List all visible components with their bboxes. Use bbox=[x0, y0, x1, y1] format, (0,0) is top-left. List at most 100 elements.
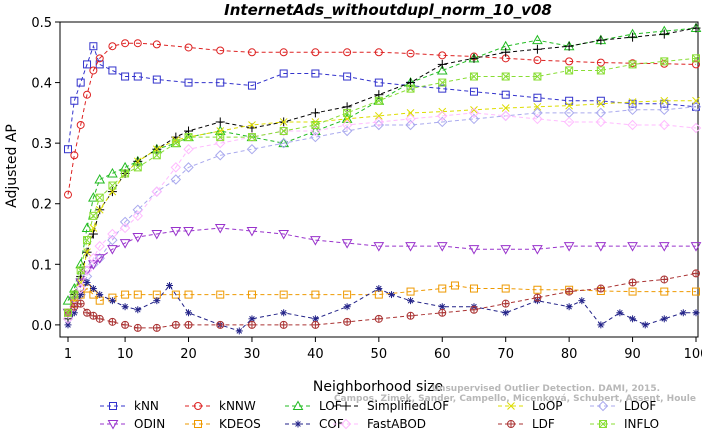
data-point bbox=[565, 57, 574, 66]
data-point bbox=[183, 144, 194, 155]
data-point bbox=[341, 119, 353, 131]
data-point bbox=[533, 102, 542, 111]
legend-item-LDOF: LDOF bbox=[590, 399, 656, 413]
legend-marker bbox=[341, 401, 351, 411]
data-point bbox=[247, 320, 256, 329]
data-point bbox=[134, 306, 142, 314]
data-point bbox=[660, 57, 669, 66]
data-point bbox=[151, 230, 163, 240]
data-point bbox=[95, 54, 104, 63]
data-point bbox=[438, 51, 447, 60]
data-point bbox=[121, 290, 130, 299]
data-point bbox=[151, 186, 163, 197]
legend-item-ODIN: ODIN bbox=[100, 417, 165, 431]
data-point bbox=[107, 228, 118, 240]
legend-marker bbox=[107, 420, 119, 430]
data-point bbox=[94, 240, 105, 252]
series-line-COF bbox=[67, 281, 696, 332]
data-point bbox=[152, 323, 161, 332]
data-point bbox=[641, 321, 649, 329]
data-point bbox=[596, 35, 606, 45]
data-point bbox=[133, 290, 142, 299]
data-point bbox=[388, 291, 396, 299]
data-point bbox=[279, 290, 288, 299]
data-point bbox=[374, 48, 383, 57]
data-point bbox=[595, 242, 607, 252]
data-point bbox=[501, 284, 510, 293]
legend-item-COF: COF bbox=[285, 417, 344, 431]
data-point bbox=[133, 72, 142, 81]
data-point bbox=[183, 162, 194, 173]
data-point bbox=[64, 308, 72, 317]
data-point bbox=[96, 291, 104, 299]
data-point bbox=[70, 96, 79, 105]
data-point bbox=[62, 295, 74, 305]
data-point bbox=[216, 320, 225, 329]
data-point bbox=[70, 290, 79, 299]
x-tick-label: 80 bbox=[561, 347, 578, 362]
data-point bbox=[311, 120, 320, 129]
legend-marker bbox=[109, 402, 117, 410]
y-tick-label: 0.2 bbox=[31, 198, 52, 213]
data-point bbox=[374, 78, 383, 87]
data-point bbox=[215, 117, 225, 127]
data-point bbox=[184, 290, 193, 299]
data-point bbox=[405, 119, 416, 131]
data-point bbox=[64, 145, 72, 154]
data-point bbox=[132, 233, 144, 243]
data-point bbox=[501, 47, 511, 57]
data-point bbox=[184, 133, 193, 142]
series-LOF bbox=[62, 22, 702, 305]
data-point bbox=[690, 101, 702, 113]
data-point bbox=[247, 81, 256, 90]
data-point bbox=[450, 281, 459, 290]
data-point bbox=[216, 46, 225, 55]
legend-label: LDOF bbox=[624, 399, 656, 413]
legend-marker bbox=[340, 418, 352, 430]
data-point bbox=[343, 303, 351, 311]
data-point bbox=[500, 110, 511, 122]
data-point bbox=[690, 122, 702, 134]
legend-label: KDEOS bbox=[219, 417, 261, 431]
data-point bbox=[247, 48, 256, 57]
data-point bbox=[437, 116, 448, 128]
data-point bbox=[628, 99, 637, 108]
data-point bbox=[246, 226, 258, 237]
data-point bbox=[246, 144, 258, 155]
series-line-ODIN bbox=[67, 227, 696, 314]
data-point bbox=[374, 96, 383, 105]
data-point bbox=[121, 169, 130, 178]
data-point bbox=[216, 78, 225, 87]
data-point bbox=[629, 315, 637, 323]
data-point bbox=[343, 108, 352, 117]
data-point bbox=[692, 269, 700, 278]
legend-item-KDEOS: KDEOS bbox=[185, 417, 261, 431]
data-point bbox=[341, 239, 353, 249]
data-point bbox=[214, 223, 226, 234]
data-point bbox=[310, 108, 320, 118]
data-point bbox=[500, 245, 512, 255]
data-point bbox=[88, 253, 99, 264]
data-point bbox=[248, 315, 256, 323]
x-axis-label: Neighborhood size bbox=[313, 379, 443, 395]
data-point bbox=[405, 113, 416, 125]
data-point bbox=[406, 84, 415, 93]
data-point bbox=[89, 224, 98, 232]
series-line-INFLO bbox=[67, 57, 697, 313]
data-point bbox=[247, 133, 256, 142]
series-kNN bbox=[64, 42, 700, 154]
data-point bbox=[533, 56, 542, 65]
data-point bbox=[469, 87, 478, 96]
data-point bbox=[83, 308, 92, 317]
data-point bbox=[565, 66, 574, 75]
data-point bbox=[597, 321, 605, 329]
y-tick-label: 0.1 bbox=[31, 258, 52, 273]
data-point bbox=[565, 287, 574, 296]
data-point bbox=[438, 284, 447, 293]
data-point bbox=[628, 98, 637, 106]
x-tick-label: 10 bbox=[117, 347, 134, 362]
data-point bbox=[660, 275, 669, 284]
data-point bbox=[95, 193, 104, 202]
data-point bbox=[170, 226, 182, 237]
data-point bbox=[406, 49, 415, 58]
